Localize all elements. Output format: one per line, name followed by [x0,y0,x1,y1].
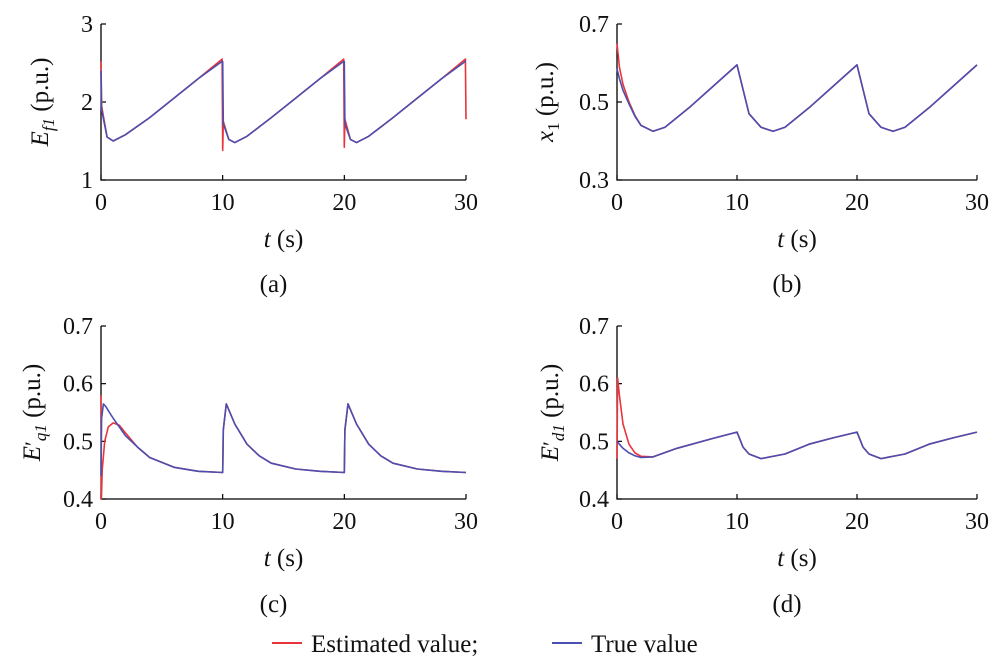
x-tick-label: 20 [845,190,869,216]
x-tick-label: 0 [611,509,623,535]
axes-frame [616,326,977,500]
y-axis-label: E′d1 (p.u.) [537,364,568,463]
y-tick-label: 0.5 [579,429,609,455]
series-line-true [100,60,467,144]
x-axis-label: t (s) [264,226,304,253]
panels: 0 10 20 30 1 2 3 t (s) Ef1 (p.u.) (a) 0 10 20 30 0.3 0.… [19,12,989,618]
y-tick-label: 0.3 [579,168,609,194]
series-line-estimated [100,58,467,152]
y-tick-label: 2 [81,90,93,116]
series-line-true [616,431,978,460]
panel-d: 0 10 20 30 0.4 0.5 0.6 0.7 t (s) E′d1 (p.u.) (d) [537,314,989,618]
y-tick-label: 0.7 [63,314,93,340]
y-tick-label: 0.7 [579,314,609,340]
y-tick-label: 0.5 [579,90,609,116]
y-tick-label: 1 [81,168,93,194]
y-tick-label: 3 [81,12,93,38]
y-axis-label: x1 (p.u.) [532,62,563,143]
x-axis-label: t (s) [264,545,304,572]
x-tick-label: 0 [95,190,107,216]
y-tick-label: 0.4 [63,487,93,513]
x-tick-label: 20 [332,509,356,535]
x-tick-label: 10 [725,509,749,535]
x-tick-label: 10 [725,190,749,216]
axes-frame [616,24,977,181]
y-tick-label: 0.5 [63,429,93,455]
panel-caption: (c) [260,591,288,618]
series-line-true [100,403,467,476]
y-tick-label: 0.6 [63,372,93,398]
x-tick-label: 0 [611,190,623,216]
x-tick-label: 0 [95,509,107,535]
x-tick-label: 30 [965,509,989,535]
y-tick-label: 0.7 [579,12,609,38]
x-tick-label: 20 [845,509,869,535]
legend-estimated-label: Estimated value; [311,631,478,658]
x-axis-label: t (s) [777,226,817,253]
legend-true-label: True value [591,631,698,658]
y-tick-label: 0.4 [579,487,609,513]
panel-b: 0 10 20 30 0.3 0.5 0.7 t (s) x1 (p.u.) (b) [532,12,989,298]
series-line-true [616,64,978,133]
panel-a: 0 10 20 30 1 2 3 t (s) Ef1 (p.u.) (a) [27,12,478,298]
legend: Estimated value; True value [272,631,698,658]
y-axis-label: E′q1 (p.u.) [19,364,50,463]
x-tick-label: 20 [332,190,356,216]
x-axis-label: t (s) [777,545,817,572]
x-tick-label: 30 [965,190,989,216]
panel-caption: (a) [260,271,288,298]
panel-caption: (b) [772,271,801,298]
series-line-estimated [100,395,467,500]
panel-caption: (d) [772,591,801,618]
x-tick-label: 10 [211,509,235,535]
x-tick-label: 30 [454,509,478,535]
x-tick-label: 10 [211,190,235,216]
y-axis-label: Ef1 (p.u.) [27,58,58,148]
y-tick-label: 0.6 [579,372,609,398]
x-tick-label: 30 [454,190,478,216]
axes-frame [100,326,466,500]
panel-c: 0 10 20 30 0.4 0.5 0.6 0.7 t (s) E′q1 (p.u.) (c) [19,314,478,618]
